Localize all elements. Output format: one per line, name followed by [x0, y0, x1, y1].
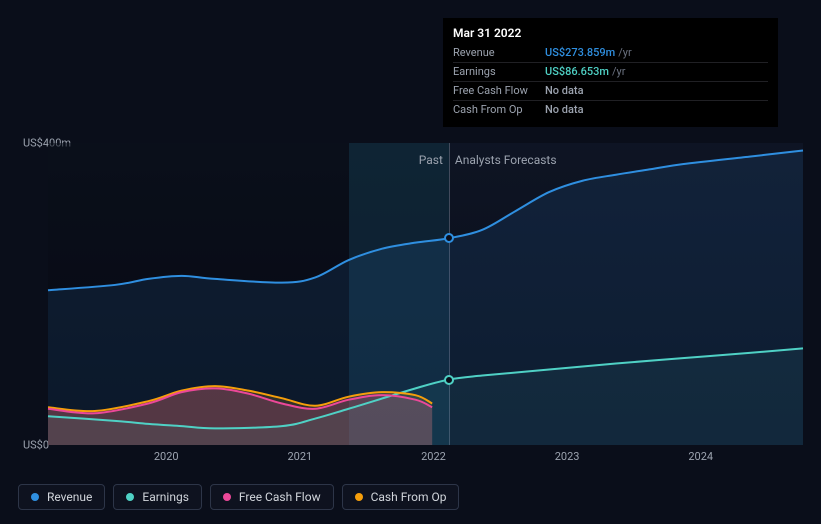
x-tick-label: 2023 — [555, 450, 580, 463]
legend-dot — [223, 493, 231, 501]
legend-label: Earnings — [142, 490, 189, 504]
cursor-marker — [444, 375, 454, 385]
tooltip-date: Mar 31 2022 — [453, 26, 768, 40]
legend-dot — [126, 493, 134, 501]
plot-area[interactable]: Past Analysts Forecasts — [48, 143, 803, 445]
chart-legend: Revenue Earnings Free Cash Flow Cash From O… — [18, 484, 459, 510]
legend-item-free-cash-flow[interactable]: Free Cash Flow — [210, 484, 334, 510]
tooltip-row-value: US$86.653m — [545, 64, 609, 80]
tooltip-row-value: US$273.859m — [545, 45, 615, 61]
legend-label: Revenue — [47, 490, 92, 504]
legend-item-revenue[interactable]: Revenue — [18, 484, 105, 510]
legend-item-cash-from-op[interactable]: Cash From Op — [342, 484, 460, 510]
tooltip-row: RevenueUS$273.859m/yr — [453, 44, 768, 62]
tooltip-row-label: Earnings — [453, 64, 545, 80]
tooltip-row-value: No data — [545, 102, 584, 118]
x-tick-label: 2022 — [421, 450, 446, 463]
tooltip-row-label: Cash From Op — [453, 102, 545, 118]
tooltip-row: EarningsUS$86.653m/yr — [453, 62, 768, 81]
chart-tooltip: Mar 31 2022 RevenueUS$273.859m/yrEarning… — [443, 18, 778, 127]
cursor-marker — [444, 233, 454, 243]
legend-item-earnings[interactable]: Earnings — [113, 484, 202, 510]
legend-dot — [355, 493, 363, 501]
tooltip-row-label: Free Cash Flow — [453, 83, 545, 99]
y-tick-label: US$0 — [23, 439, 49, 452]
tooltip-row: Cash From OpNo data — [453, 100, 768, 119]
tooltip-row-unit: /yr — [612, 64, 625, 80]
x-tick-label: 2020 — [154, 450, 179, 463]
x-tick-label: 2021 — [287, 450, 312, 463]
tooltip-row-value: No data — [545, 83, 584, 99]
x-axis-labels: 2020 2021 2022 2023 2024 — [66, 450, 785, 470]
legend-label: Cash From Op — [371, 490, 447, 504]
chart-svg — [48, 143, 803, 445]
tooltip-row-label: Revenue — [453, 45, 545, 61]
tooltip-row: Free Cash FlowNo data — [453, 81, 768, 100]
x-tick-label: 2024 — [688, 450, 713, 463]
legend-label: Free Cash Flow — [239, 490, 321, 504]
tooltip-row-unit: /yr — [618, 45, 631, 61]
legend-dot — [31, 493, 39, 501]
